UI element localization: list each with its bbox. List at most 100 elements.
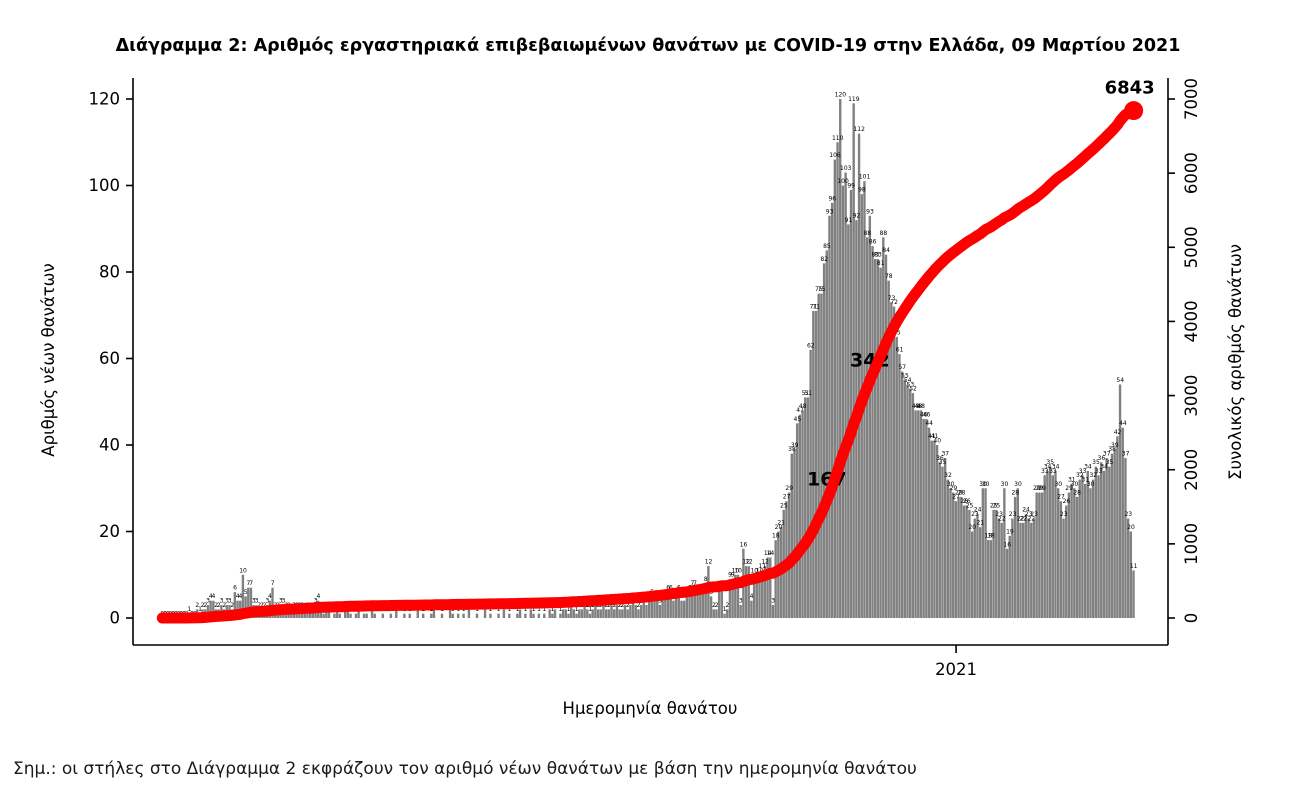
bar-value-label: 30	[947, 481, 955, 488]
bar-value-label: 3	[279, 598, 283, 605]
bar-value-label: 18	[772, 533, 780, 540]
bar-value-label: 48	[917, 403, 925, 410]
bar	[327, 609, 331, 618]
bar-value-label: 53	[907, 381, 915, 388]
bar	[456, 613, 460, 618]
bar-value-label: 31	[1081, 476, 1089, 483]
bar	[825, 250, 828, 618]
bar	[989, 540, 993, 618]
bar	[621, 609, 624, 618]
bar	[516, 613, 519, 618]
bar	[804, 397, 807, 618]
bar-value-label: 42	[1114, 429, 1122, 436]
bar	[1118, 384, 1122, 618]
bar	[1083, 483, 1087, 618]
bar	[596, 609, 600, 618]
bar	[871, 246, 874, 619]
bar	[518, 609, 522, 618]
bar	[709, 596, 713, 618]
bar-value-label: 29	[1038, 485, 1046, 492]
bar	[1126, 518, 1130, 618]
bar-value-label: 25	[966, 502, 974, 509]
bar-value-label: 37	[1103, 450, 1111, 457]
bar-value-label: 23	[1009, 511, 1017, 518]
bar	[1021, 522, 1025, 618]
bar	[938, 462, 941, 618]
bar-value-label: 71	[812, 303, 820, 310]
bar	[806, 397, 810, 618]
bar	[575, 613, 578, 618]
bar-value-label: 33	[1041, 468, 1049, 475]
bar-value-label: 10	[750, 567, 758, 574]
bar	[370, 609, 374, 618]
bar-value-label: 1	[588, 606, 592, 613]
bar-value-label: 1	[516, 606, 520, 613]
bar-value-label: 34	[1044, 463, 1052, 470]
bar	[551, 613, 554, 618]
bar-value-label: 24	[974, 507, 982, 514]
bar	[1097, 475, 1100, 618]
bar	[1056, 488, 1060, 618]
bar-value-label: 22	[998, 515, 1006, 522]
bar-value-label: 19	[1006, 528, 1014, 535]
final-total-annotation: 6843	[1105, 78, 1155, 99]
bar	[569, 605, 573, 618]
bar-value-label: 96	[828, 195, 836, 202]
bar-value-label: 55	[901, 373, 909, 380]
bar-value-label: 1	[532, 606, 536, 613]
bar-value-label: 7	[693, 580, 697, 587]
bar-value-label: 23	[1025, 511, 1033, 518]
bar	[604, 609, 608, 618]
y-left-tick-label: 80	[99, 263, 120, 282]
bar	[440, 613, 444, 618]
bar-value-label: 3	[282, 598, 286, 605]
bar-value-label: 28	[1073, 489, 1081, 496]
bar	[497, 613, 500, 618]
bar	[946, 479, 950, 618]
bar-value-label: 2	[607, 602, 611, 609]
bar	[1067, 492, 1071, 618]
bar	[362, 613, 366, 618]
bar-value-label: 7	[249, 580, 253, 587]
bar-value-label: 54	[904, 377, 912, 384]
bar	[1035, 492, 1038, 618]
bar	[610, 605, 613, 618]
bar-value-label: 2	[214, 602, 218, 609]
y-right-tick-label: 6000	[1182, 152, 1201, 194]
bar-value-label: 51	[804, 390, 812, 397]
bar	[680, 600, 683, 618]
bar	[1032, 518, 1036, 618]
bar	[903, 380, 906, 618]
bar	[874, 259, 877, 618]
bar	[241, 574, 245, 618]
bar	[1075, 496, 1079, 618]
bar-value-label: 6	[233, 585, 237, 592]
line-endpoint-dot	[1124, 101, 1144, 121]
bar	[774, 540, 777, 618]
bar-value-label: 23	[1060, 511, 1068, 518]
bar	[335, 609, 339, 618]
bar-value-label: 3	[220, 598, 224, 605]
bar-value-label: 12	[742, 559, 750, 566]
bar	[685, 596, 689, 618]
bar-value-label: 36	[1098, 455, 1106, 462]
bar-value-label: 30	[1087, 481, 1095, 488]
bar-value-label: 12	[705, 559, 713, 566]
bar-value-label: 45	[794, 416, 802, 423]
y-right-tick-label: 2000	[1182, 449, 1201, 491]
bar	[1048, 466, 1052, 618]
bar	[669, 592, 672, 618]
bar	[416, 609, 419, 618]
bar-value-label: 1	[723, 606, 727, 613]
bar	[917, 410, 920, 618]
bar-value-label: 5	[244, 589, 248, 596]
bar-value-label: 34	[1100, 463, 1108, 470]
bar	[704, 583, 707, 618]
bar-value-label: 22	[1020, 515, 1028, 522]
bar	[578, 609, 581, 618]
bar	[244, 596, 247, 618]
bar	[900, 371, 904, 618]
bar-value-label: 23	[971, 511, 979, 518]
bar-value-label: 3	[739, 598, 743, 605]
y-left-tick-label: 60	[99, 349, 120, 368]
